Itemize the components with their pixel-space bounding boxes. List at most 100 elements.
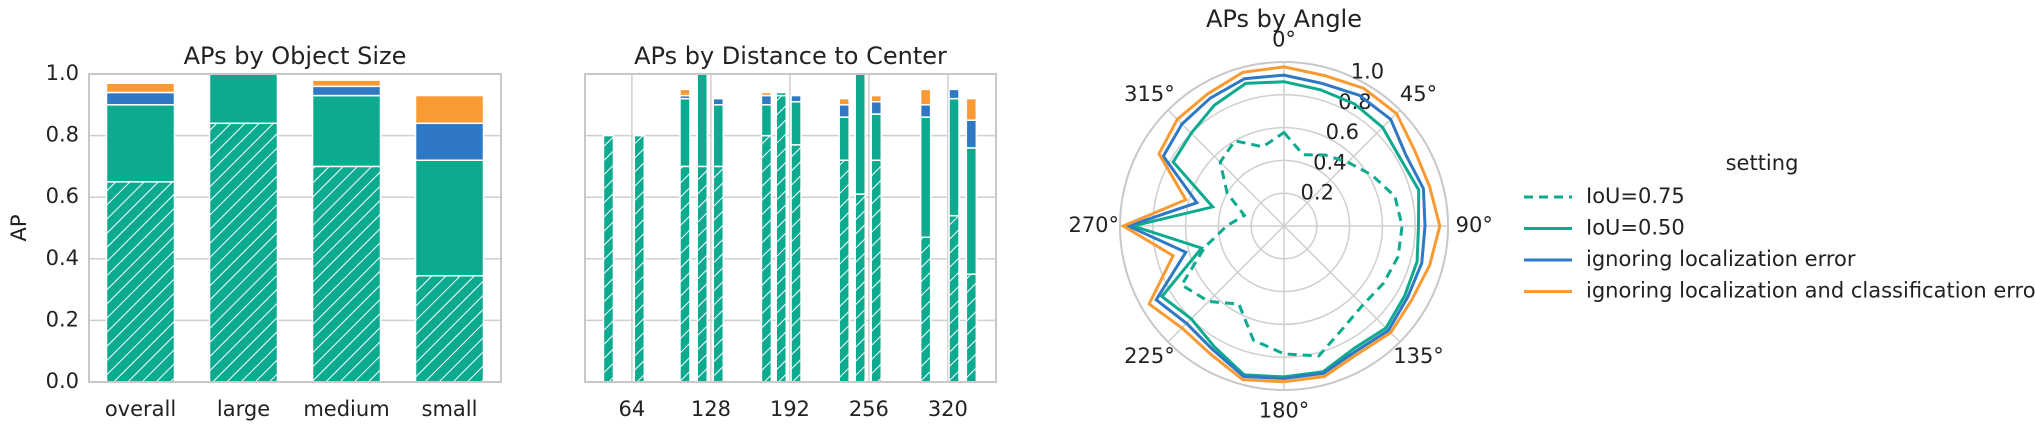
series-line <box>1179 130 1404 358</box>
x-tick-label: 320 <box>928 397 968 421</box>
bar-segment <box>760 104 773 137</box>
legend-label: ignoring localization and classification… <box>1586 279 2035 303</box>
x-tick-label: overall <box>105 397 176 421</box>
chart-title: APs by Angle <box>1206 5 1362 33</box>
bar-segment <box>870 94 883 103</box>
x-tick-label: large <box>217 397 270 421</box>
axes-frame <box>584 73 997 383</box>
grid-spoke <box>1283 225 1401 343</box>
theta-tick-label: 135° <box>1393 344 1444 368</box>
y-tick-label: 0.2 <box>46 307 79 331</box>
bar-segment <box>790 100 802 146</box>
bar-segment <box>790 94 802 103</box>
series-line <box>1124 73 1427 381</box>
bar-segment <box>208 73 279 125</box>
bar-segment <box>105 82 176 94</box>
bar-segment <box>679 97 691 168</box>
bar-segment <box>965 147 978 275</box>
theta-tick-label: 315° <box>1124 82 1175 106</box>
bar-segment <box>414 159 485 277</box>
series-line <box>1119 65 1442 384</box>
y-axis-label: AP <box>7 214 31 241</box>
theta-tick-label: 45° <box>1400 82 1437 106</box>
y-tick-label: 0.4 <box>46 246 79 270</box>
x-tick-label: small <box>422 397 478 421</box>
theta-tick-label: 270° <box>1068 213 1119 237</box>
bar-hatch <box>603 135 614 382</box>
bar-segment <box>838 104 850 118</box>
legend-label: IoU=0.75 <box>1586 184 1685 208</box>
bar-segment <box>311 85 382 97</box>
bar-segment <box>696 73 709 168</box>
y-tick-label: 1.0 <box>46 61 79 85</box>
bar-segment <box>838 97 850 106</box>
bar-segment <box>838 116 850 161</box>
y-tick-label: 0.0 <box>46 369 79 393</box>
bar-segment <box>414 94 485 125</box>
bar-segment <box>948 88 960 100</box>
r-tick-label: 0.4 <box>1313 150 1346 174</box>
bar-hatch <box>949 215 960 382</box>
bar-segment <box>760 94 773 106</box>
bar-hatch <box>679 166 690 382</box>
x-tick-label: 256 <box>849 397 889 421</box>
bar-hatch <box>761 135 772 382</box>
r-tick-label: 0.2 <box>1301 181 1334 205</box>
bar-hatch <box>312 166 381 382</box>
bar-segment <box>919 116 932 238</box>
bar-segment <box>414 122 485 161</box>
grid-spoke <box>1167 109 1285 227</box>
bar-segment <box>948 97 960 217</box>
bar-segment <box>105 104 176 183</box>
y-tick-label: 0.6 <box>46 184 79 208</box>
bar-segment <box>105 91 176 106</box>
theta-tick-label: 0° <box>1272 28 1296 52</box>
y-tick-label: 0.8 <box>46 123 79 147</box>
grid-spoke <box>1283 109 1401 227</box>
bar-segment <box>712 97 725 106</box>
bar-segment <box>311 94 382 168</box>
bar-segment <box>311 79 382 88</box>
bar-segment <box>870 113 883 161</box>
bar-segment <box>712 104 725 168</box>
bar-hatch <box>634 135 645 382</box>
legend-label: IoU=0.50 <box>1586 216 1685 240</box>
bar-segment <box>919 104 932 118</box>
theta-tick-label: 180° <box>1259 398 1310 422</box>
bar-hatch <box>855 194 866 382</box>
legend-title: setting <box>1726 151 1799 175</box>
bar-hatch <box>713 166 724 382</box>
r-tick-label: 1.0 <box>1351 59 1384 83</box>
axes-frame <box>88 73 502 383</box>
bar-hatch <box>415 275 484 382</box>
bar-hatch <box>209 123 278 382</box>
bar-hatch <box>776 95 787 382</box>
x-tick-label: medium <box>303 397 389 421</box>
bar-hatch <box>920 237 931 382</box>
bar-segment <box>870 100 883 115</box>
bar-segment <box>679 88 691 97</box>
x-tick-label: 64 <box>619 397 646 421</box>
chart-title: APs by Distance to Center <box>634 42 947 70</box>
bar-segment <box>965 97 978 121</box>
bar-segment <box>965 119 978 149</box>
bar-hatch <box>791 144 802 382</box>
r-tick-label: 0.6 <box>1326 120 1359 144</box>
x-tick-label: 192 <box>770 397 810 421</box>
bar-hatch <box>839 160 850 382</box>
bar-segment <box>919 88 932 106</box>
theta-tick-label: 90° <box>1456 213 1493 237</box>
bar-segment <box>854 73 866 195</box>
bar-segment <box>775 91 787 97</box>
bar-hatch <box>106 181 175 382</box>
series-line <box>1127 80 1421 379</box>
bar-segment <box>760 91 773 97</box>
bar-hatch <box>966 274 977 382</box>
legend-label: ignoring localization error <box>1586 247 1856 271</box>
chart-title: APs by Object Size <box>184 42 407 70</box>
bar-hatch <box>871 160 882 382</box>
x-tick-label: 128 <box>691 397 731 421</box>
theta-tick-label: 225° <box>1124 344 1175 368</box>
